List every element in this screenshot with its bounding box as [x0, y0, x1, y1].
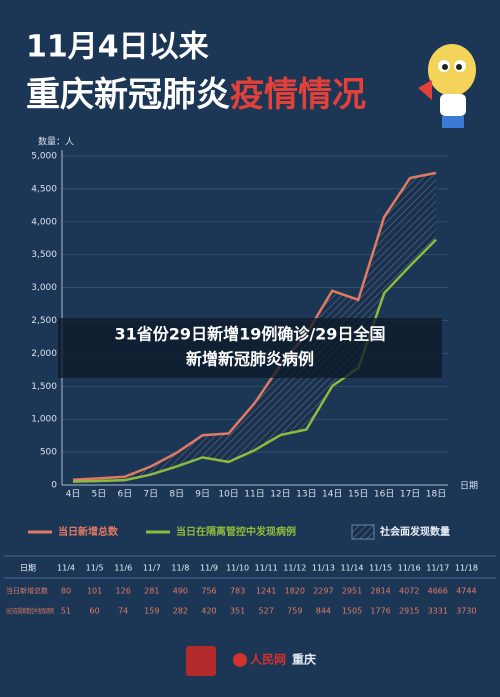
table-cell: 101: [87, 587, 102, 596]
table-date: 11/17: [426, 564, 449, 573]
row-label: 当日在隔离管控中发现病例: [6, 606, 54, 615]
row-label: 当日新增总数: [6, 586, 48, 595]
table-cell: 1776: [370, 607, 390, 616]
x-tick-label: 16日: [374, 489, 394, 500]
x-tick-label: 6日: [117, 489, 132, 500]
x-tick-label: 11日: [244, 489, 264, 500]
footer-logo: [233, 653, 247, 667]
x-tick-label: 14日: [322, 489, 342, 500]
table-cell: 159: [144, 607, 159, 616]
y-tick-label: 500: [40, 448, 57, 458]
table-cell: 4744: [456, 587, 476, 596]
table-cell: 3331: [428, 607, 448, 616]
title: 重庆新冠肺炎疫情情况: [26, 75, 366, 115]
legend-label: 当日新增总数: [58, 525, 119, 538]
table-date: 11/5: [86, 564, 104, 573]
y-axis-label: 数量：人: [38, 136, 74, 148]
table-cell: 2814: [370, 587, 390, 596]
table-cell: 759: [287, 607, 302, 616]
table-cell: 2951: [342, 587, 362, 596]
table-cell: 281: [144, 587, 159, 596]
table-cell: 80: [61, 587, 71, 596]
y-tick-label: 5,000: [31, 152, 57, 162]
table-cell: 4666: [428, 587, 448, 596]
y-tick-label: 1,500: [31, 382, 57, 392]
x-tick-label: 18日: [426, 489, 446, 500]
y-tick-label: 0: [51, 481, 57, 491]
legend-label: 社会面发现数量: [379, 525, 450, 538]
table-cell: 783: [230, 587, 245, 596]
table-date: 11/9: [200, 564, 218, 573]
x-tick-label: 15日: [348, 489, 368, 500]
table-cell: 1241: [256, 587, 276, 596]
footer-city: 重庆: [292, 652, 316, 667]
legend-swatch: [351, 524, 375, 540]
x-tick-label: 8日: [169, 489, 184, 500]
table-date: 11/18: [455, 564, 478, 573]
table-cell: 3730: [456, 607, 476, 616]
table-cell: 2915: [399, 607, 419, 616]
y-tick-label: 2,500: [31, 316, 57, 326]
table-cell: 527: [259, 607, 274, 616]
table-cell: 2297: [313, 587, 333, 596]
y-tick-label: 1,000: [31, 415, 57, 425]
table-cell: 60: [90, 607, 100, 616]
table-cell: 1505: [342, 607, 362, 616]
table-date: 11/4: [57, 564, 75, 573]
x-tick-label: 5日: [92, 489, 107, 500]
table-date: 11/15: [369, 564, 392, 573]
overlay-text: 31省份29日新增19例确诊/29日全国: [115, 325, 386, 344]
table-date: 11/8: [171, 564, 189, 573]
overlay-box: [58, 318, 442, 378]
x-tick-label: 12日: [270, 489, 290, 500]
x-tick-label: 13日: [296, 489, 316, 500]
y-tick-label: 3,000: [31, 283, 57, 293]
x-tick-label: 9日: [195, 489, 210, 500]
overlay-text: 新增新冠肺炎病例: [186, 350, 314, 369]
x-tick-label: 4日: [66, 489, 81, 500]
table-cell: 351: [230, 607, 245, 616]
x-tick-label: 17日: [400, 489, 420, 500]
table-date: 11/6: [114, 564, 132, 573]
table-cell: 420: [201, 607, 216, 616]
table-cell: 51: [61, 607, 71, 616]
table-date: 11/12: [283, 564, 306, 573]
footer-logo: [186, 646, 216, 676]
table-header-label: 日期: [20, 564, 36, 573]
table-date: 11/7: [143, 564, 161, 573]
table-cell: 74: [118, 607, 128, 616]
table-date: 11/13: [312, 564, 335, 573]
table-date: 11/16: [398, 564, 421, 573]
x-axis-label: 日期: [460, 481, 478, 492]
legend: 当日新增总数 当日在隔离管控中发现病例 社会面发现数量: [28, 524, 450, 540]
subtitle: 11月4日以来: [26, 30, 209, 65]
table-cell: 490: [173, 587, 188, 596]
table-date: 11/14: [340, 564, 363, 573]
table-cell: 756: [201, 587, 216, 596]
footer: 人民网 重庆: [186, 646, 316, 676]
title-highlight: 疫情情况: [230, 75, 366, 115]
x-tick-label: 10日: [218, 489, 238, 500]
mascot: [418, 44, 476, 128]
y-tick-label: 4,000: [31, 217, 57, 227]
table-cell: 126: [116, 587, 131, 596]
table-cell: 1820: [285, 587, 305, 596]
table-date: 11/10: [226, 564, 249, 573]
table: 日期 当日新增总数 当日在隔离管控中发现病例 11/4 80 51 11/5 101 60…: [6, 564, 478, 616]
table-cell: 282: [173, 607, 188, 616]
series-line: [72, 171, 437, 481]
y-tick-label: 2,000: [31, 349, 57, 359]
table-date: 11/11: [255, 564, 278, 573]
table-cell: 844: [316, 607, 331, 616]
footer-brand: 人民网: [250, 652, 286, 667]
table-cell: 4072: [399, 587, 419, 596]
title-main: 重庆新冠肺炎: [26, 75, 230, 115]
overlay: 31省份29日新增19例确诊/29日全国 新增新冠肺炎病例: [58, 318, 442, 378]
y-tick-label: 4,500: [31, 184, 57, 194]
x-tick-label: 7日: [143, 489, 158, 500]
legend-label: 当日在隔离管控中发现病例: [176, 525, 296, 538]
y-tick-label: 3,500: [31, 250, 57, 260]
